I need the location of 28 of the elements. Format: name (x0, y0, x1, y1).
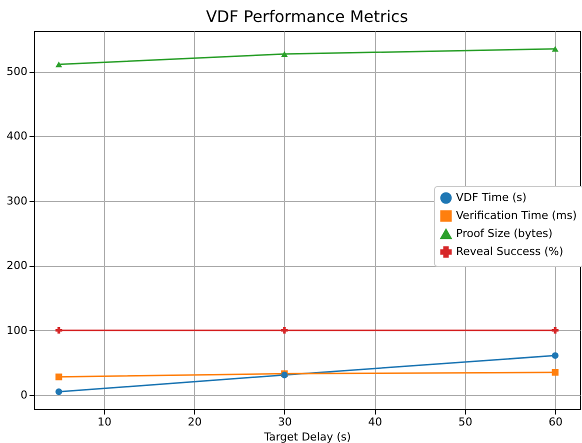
x-tick-label: 60 (548, 416, 563, 428)
x-tick-label: 50 (458, 416, 472, 428)
point (552, 326, 559, 334)
point (55, 374, 62, 380)
y-tick-label: 500 (6, 65, 28, 78)
x-tick-label: 30 (278, 416, 292, 428)
point (281, 326, 288, 334)
y-tick-label: 300 (6, 194, 28, 208)
legend-label: Reveal Success (%) (456, 245, 564, 258)
point (55, 326, 62, 334)
point (552, 369, 559, 376)
point (552, 352, 559, 359)
y-tick-label: 200 (6, 259, 28, 272)
chart-title: VDF Performance Metrics (206, 7, 408, 26)
x-axis-title: Target Delay (s) (263, 430, 351, 443)
point (552, 46, 559, 52)
point (281, 51, 288, 57)
y-tick-label: 100 (6, 324, 28, 337)
point (55, 61, 62, 68)
legend-label: Proof Size (bytes) (456, 227, 553, 240)
legend-label: VDF Time (s) (456, 191, 527, 204)
point (55, 388, 62, 396)
y-tick-label: 0 (20, 388, 28, 402)
x-tick-label: 40 (368, 416, 382, 428)
x-tick-label: 20 (188, 416, 202, 428)
x-tick-label: 10 (97, 416, 112, 428)
y-tick-label: 400 (6, 130, 28, 143)
legend-label: Verification Time (ms) (456, 209, 577, 222)
